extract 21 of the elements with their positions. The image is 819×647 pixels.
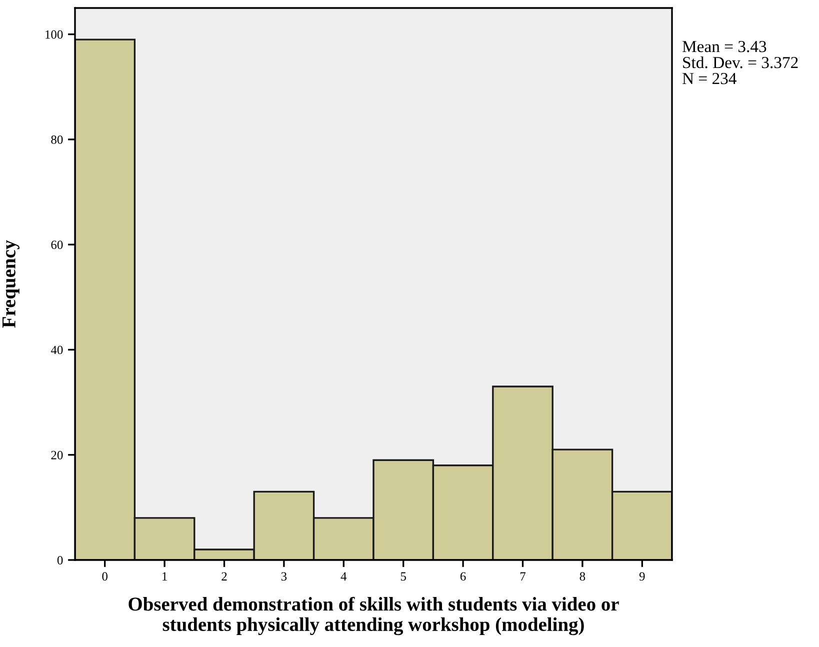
x-tick-label: 5 <box>400 572 406 581</box>
text: Mean = 3.43 <box>682 40 766 52</box>
x-tick-label: 7 <box>520 572 526 580</box>
x-tick-label: 6 <box>460 572 466 581</box>
text: N = 234 <box>682 72 737 84</box>
x-tick-label: 4 <box>340 572 347 580</box>
x-tick-label: 1 <box>162 572 167 580</box>
y-tick-label: 40 <box>50 346 63 354</box>
y-tick-label: 100 <box>46 30 63 39</box>
y-tick-label: 20 <box>51 450 63 460</box>
x-tick-label: 8 <box>580 572 586 581</box>
x-tick-label: 2 <box>222 572 227 580</box>
y-axis-title: Frequency <box>2 240 20 328</box>
x-tick-label: 9 <box>639 572 645 581</box>
y-tick-label: 80 <box>51 135 63 144</box>
x-tick-label: 3 <box>281 572 287 581</box>
y-tick-label: 0 <box>57 556 63 564</box>
x-axis-title: Observed demonstration of skills with students via video or students physically attending workshop (modeling) <box>128 596 619 636</box>
y-tick-label: 60 <box>51 240 63 250</box>
text: Std. Dev. = 3.372 <box>683 56 798 68</box>
x-tick-label: 0 <box>102 572 108 581</box>
